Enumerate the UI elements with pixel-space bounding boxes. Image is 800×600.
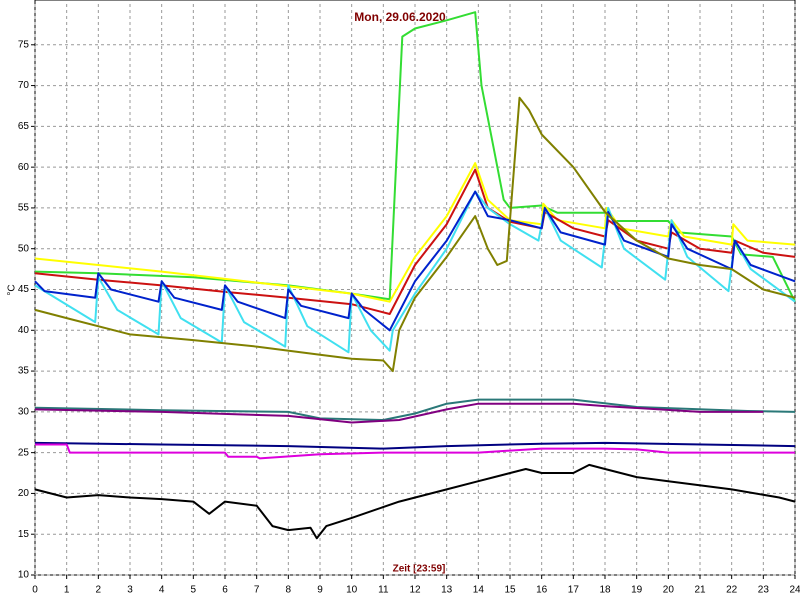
y-tick-label: 65: [18, 121, 30, 132]
x-tick-label: 22: [726, 585, 738, 596]
x-tick-label: 24: [789, 585, 800, 596]
x-tick-label: 21: [694, 585, 706, 596]
data-line: [34, 190, 796, 332]
chart-title: Mon, 29.06.2020: [354, 10, 446, 24]
x-tick-label: 14: [473, 585, 485, 596]
y-tick-label: 55: [18, 203, 30, 214]
y-tick-label: 60: [18, 162, 30, 173]
x-tick-label: 8: [286, 585, 292, 596]
x-tick-label: 9: [317, 585, 323, 596]
y-tick-label: 30: [18, 406, 30, 417]
x-tick-label: 4: [159, 585, 165, 596]
y-tick-label: 25: [18, 447, 30, 458]
x-tick-label: 12: [409, 585, 421, 596]
y-tick-label: 35: [18, 366, 30, 377]
x-tick-label: 15: [504, 585, 516, 596]
data-line: [34, 402, 764, 424]
x-axis-label: Zeit [23:59]: [393, 564, 446, 575]
x-tick-label: 7: [254, 585, 260, 596]
data-line: [34, 441, 796, 450]
y-tick-label: 75: [18, 39, 30, 50]
x-tick-label: 23: [758, 585, 770, 596]
x-tick-label: 20: [663, 585, 675, 596]
y-tick-label: 70: [18, 80, 30, 91]
y-tick-label: 40: [18, 325, 30, 336]
x-tick-label: 0: [32, 585, 38, 596]
data-line: [35, 443, 795, 460]
data-line: [34, 96, 796, 373]
x-tick-label: 10: [346, 585, 358, 596]
data-line: [34, 463, 796, 540]
x-tick-label: 19: [631, 585, 643, 596]
y-tick-label: 45: [18, 284, 30, 295]
x-tick-label: 17: [568, 585, 580, 596]
x-tick-label: 1: [64, 585, 70, 596]
x-tick-label: 6: [222, 585, 228, 596]
data-line: [34, 190, 796, 354]
x-tick-label: 11: [378, 585, 389, 596]
y-axis-label: °C: [7, 284, 18, 295]
x-tick-label: 2: [96, 585, 102, 596]
y-tick-label: 20: [18, 488, 30, 499]
y-tick-label: 50: [18, 243, 30, 254]
y-tick-label: 10: [18, 570, 30, 581]
x-tick-label: 16: [536, 585, 548, 596]
x-tick-label: 18: [599, 585, 611, 596]
x-tick-label: 3: [127, 585, 133, 596]
data-line: [34, 398, 796, 421]
y-tick-label: 15: [18, 529, 30, 540]
x-tick-label: 13: [441, 585, 453, 596]
x-tick-label: 5: [191, 585, 197, 596]
